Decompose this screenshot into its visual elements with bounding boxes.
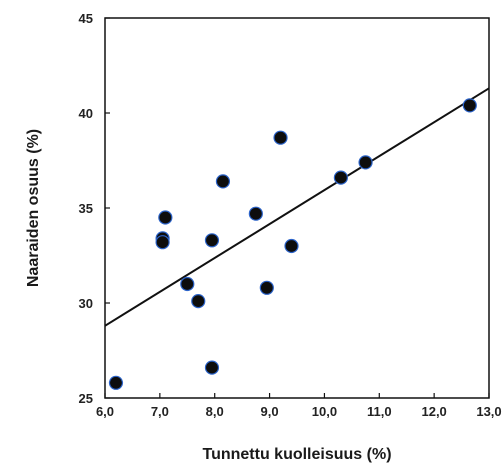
y-tick-label: 30 (79, 296, 93, 311)
y-tick-label: 25 (79, 391, 93, 406)
data-point (204, 360, 220, 375)
data-point (462, 98, 477, 113)
x-tick-label: 12,0 (421, 404, 446, 419)
data-point (333, 170, 348, 185)
data-point (204, 233, 220, 248)
data-point (180, 276, 195, 292)
data-point (358, 155, 373, 170)
data-point (155, 235, 170, 250)
x-tick-label: 13,0 (476, 404, 501, 419)
data-point (215, 174, 231, 189)
data-point (284, 238, 299, 254)
x-tick-label: 8,0 (206, 404, 224, 419)
x-tick-label: 9,0 (261, 404, 279, 419)
data-point (108, 375, 124, 390)
x-tick-label: 6,0 (96, 404, 114, 419)
data-point (259, 280, 274, 295)
x-tick-label: 10,0 (312, 404, 337, 419)
data-point (248, 206, 263, 221)
data-point (158, 210, 173, 225)
points-layer (108, 98, 477, 390)
ticks-layer: 6,0 7,0 8,0 9,0 10,0 11,0 12,0 13,0 25 30 35 40 45 (79, 11, 502, 419)
y-tick-label: 35 (79, 201, 93, 216)
x-tick-label: 11,0 (367, 404, 392, 419)
data-point (191, 294, 206, 309)
x-tick-label: 7,0 (151, 404, 169, 419)
y-tick-label: 45 (79, 11, 93, 26)
x-axis-title: Tunnettu kuolleisuus (%) (202, 446, 391, 463)
data-point (273, 130, 288, 145)
y-tick-label: 40 (79, 106, 93, 121)
trendline (104, 87, 490, 327)
y-axis-title: Naaraiden osuus (%) (25, 129, 42, 287)
